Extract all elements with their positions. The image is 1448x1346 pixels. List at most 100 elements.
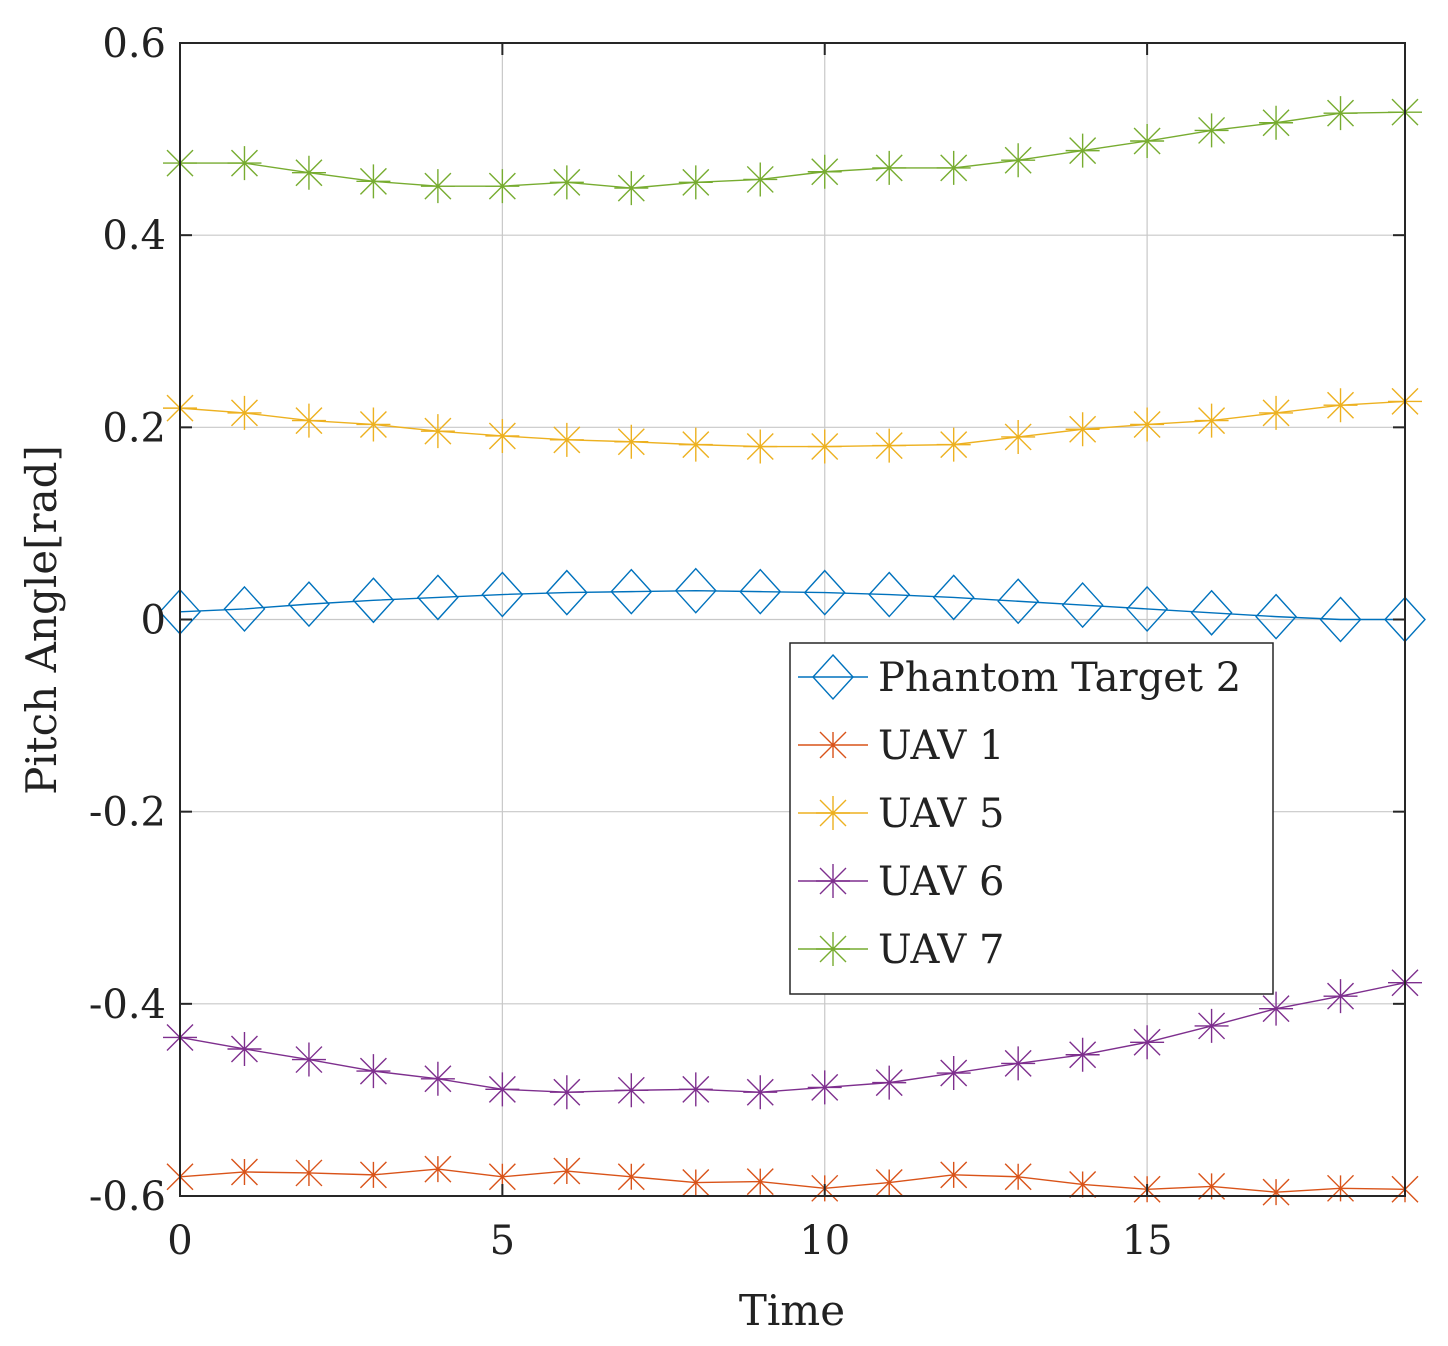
y-tick-label: 0.4 <box>102 213 166 259</box>
data-point-uav-5 <box>356 407 391 442</box>
data-point-uav-7 <box>678 165 713 200</box>
data-point-phantom-target-2 <box>1190 589 1233 636</box>
legend-box <box>789 642 1274 995</box>
legend-label-uav-5: UAV 5 <box>878 791 1004 837</box>
data-point-uav-7 <box>807 154 842 189</box>
data-point-uav-1 <box>295 1159 323 1187</box>
data-point-uav-6 <box>614 1073 649 1108</box>
data-point-uav-5 <box>743 429 778 464</box>
data-point-phantom-target-2 <box>545 569 588 616</box>
x-axis-title: Time <box>739 1286 845 1335</box>
data-point-uav-7 <box>936 150 971 185</box>
x-tick-label: 10 <box>799 1218 850 1264</box>
data-point-uav-6 <box>1001 1046 1036 1081</box>
y-axis-title: Pitch Angle[rad] <box>17 445 66 795</box>
series-line-uav-6 <box>179 982 1406 1093</box>
data-point-uav-1 <box>359 1161 387 1189</box>
data-point-uav-5 <box>420 414 455 449</box>
data-point-uav-1 <box>746 1168 774 1196</box>
legend-marker-phantom-target-2 <box>812 653 854 701</box>
data-point-phantom-target-2 <box>481 571 524 618</box>
series-line-uav-7 <box>180 111 1406 189</box>
data-point-uav-6 <box>1065 1037 1100 1072</box>
data-point-uav-5 <box>1259 395 1294 430</box>
data-point-phantom-target-2 <box>352 577 395 624</box>
data-point-uav-1 <box>230 1158 258 1186</box>
data-point-uav-6 <box>1194 1008 1229 1043</box>
data-point-phantom-target-2 <box>1319 596 1362 643</box>
data-point-uav-7 <box>1130 124 1165 159</box>
data-point-uav-7 <box>1259 105 1294 140</box>
data-point-uav-5 <box>485 418 520 453</box>
y-tick-label: -0.4 <box>89 982 166 1028</box>
data-point-uav-1 <box>1262 1178 1290 1206</box>
data-point-uav-5 <box>1323 388 1358 423</box>
data-point-uav-7 <box>549 165 584 200</box>
data-point-phantom-target-2 <box>803 569 846 616</box>
data-point-uav-7 <box>743 162 778 197</box>
data-point-uav-5 <box>549 422 584 457</box>
x-tick-label: 0 <box>167 1218 192 1264</box>
data-point-uav-1 <box>682 1169 710 1197</box>
y-tick-label: -0.2 <box>89 790 166 836</box>
data-point-uav-6 <box>485 1072 520 1107</box>
data-point-uav-7 <box>227 146 262 181</box>
data-point-uav-5 <box>936 427 971 462</box>
data-point-uav-1 <box>617 1163 645 1191</box>
legend-entry-uav-1: UAV 1 <box>798 723 1004 769</box>
axis-ticks: 0 5 10 15 -0.6 -0.4 -0.2 0 0.2 0.4 0.6 <box>89 21 1405 1264</box>
data-point-uav-7 <box>872 150 907 185</box>
data-point-uav-1 <box>940 1161 968 1189</box>
data-point-phantom-target-2 <box>674 567 717 614</box>
legend-marker-uav-5 <box>816 796 850 830</box>
data-point-phantom-target-2 <box>288 581 330 628</box>
data-point-uav-5 <box>1130 407 1165 442</box>
data-point-phantom-target-2 <box>868 571 911 618</box>
data-point-uav-6 <box>1259 991 1294 1026</box>
data-point-uav-6 <box>420 1061 455 1096</box>
data-point-uav-5 <box>614 424 649 459</box>
data-point-uav-5 <box>227 395 262 430</box>
legend-marker-uav-7 <box>816 932 850 966</box>
y-tick-label: 0.6 <box>102 21 166 67</box>
data-point-uav-7 <box>420 169 455 204</box>
data-point-phantom-target-2 <box>739 568 782 615</box>
data-point-uav-6 <box>1130 1025 1165 1060</box>
data-point-uav-1 <box>424 1155 452 1183</box>
data-point-uav-6 <box>936 1056 971 1091</box>
legend-label-uav-7: UAV 7 <box>878 927 1004 973</box>
legend: Phantom Target 2 UAV 1 UAV 5 UAV 6 UAV 7 <box>789 642 1274 995</box>
data-point-uav-6 <box>549 1075 584 1110</box>
data-point-phantom-target-2 <box>997 578 1040 625</box>
legend-marker-uav-6 <box>816 864 850 898</box>
data-point-phantom-target-2 <box>223 585 266 632</box>
y-tick-label: -0.6 <box>89 1174 166 1220</box>
legend-marker-uav-1 <box>819 731 847 759</box>
series-uav-1 <box>166 1155 1419 1206</box>
data-point-phantom-target-2 <box>1255 593 1297 640</box>
data-point-uav-6 <box>807 1070 842 1105</box>
data-point-uav-6 <box>356 1054 391 1089</box>
data-point-uav-1 <box>553 1157 581 1185</box>
data-point-uav-5 <box>1194 403 1229 438</box>
data-point-uav-7 <box>1194 113 1229 148</box>
data-point-uav-7 <box>1065 133 1100 168</box>
data-point-phantom-target-2 <box>610 568 653 615</box>
legend-label-uav-1: UAV 1 <box>878 723 1004 769</box>
data-point-phantom-target-2 <box>932 574 975 621</box>
data-point-uav-7 <box>356 164 391 199</box>
data-point-uav-5 <box>678 427 713 462</box>
data-point-uav-5 <box>1065 412 1100 447</box>
data-point-uav-5 <box>807 429 842 464</box>
data-point-uav-6 <box>872 1065 907 1100</box>
data-point-uav-1 <box>1004 1163 1032 1191</box>
data-point-uav-7 <box>1001 143 1036 178</box>
data-point-uav-5 <box>291 403 326 438</box>
data-point-uav-5 <box>1001 419 1036 454</box>
data-point-phantom-target-2 <box>1061 582 1104 629</box>
series-line-phantom-target-2 <box>179 589 1405 621</box>
data-point-uav-6 <box>743 1075 778 1110</box>
grid <box>180 43 1405 1196</box>
data-point-phantom-target-2 <box>416 574 459 621</box>
